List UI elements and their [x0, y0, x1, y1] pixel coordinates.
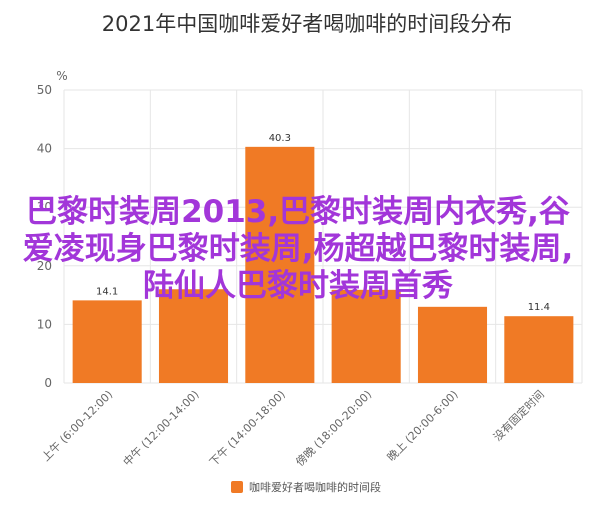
y-tick-label: 50 [37, 83, 52, 97]
bar [504, 316, 574, 383]
bar [245, 146, 315, 383]
bar-data-label: 11.4 [528, 302, 550, 313]
bar [72, 300, 142, 383]
x-tick-label: 没有固定时间 [490, 387, 547, 444]
y-tick-label: 20 [37, 259, 52, 273]
x-tick-label: 上午 (6:00-12:00) [39, 388, 115, 464]
legend-label: 咖啡爱好者喝咖啡的时间段 [249, 480, 381, 494]
x-tick-label: 下午 (14:00-18:00) [207, 388, 288, 469]
y-tick-label: 30 [37, 200, 52, 214]
grid-layer [63, 89, 583, 384]
bar-layer [72, 146, 574, 383]
y-tick-label: 40 [37, 142, 52, 156]
legend-swatch [231, 481, 243, 493]
legend: 咖啡爱好者喝咖啡的时间段 [231, 480, 381, 494]
y-tick-label: 0 [44, 376, 52, 390]
x-tick-label: 中午 (12:00-14:00) [121, 388, 202, 469]
bar [417, 306, 488, 383]
y-axis-unit-label: % [56, 69, 67, 83]
bar [331, 289, 401, 383]
bar-data-label: 40.3 [269, 133, 291, 144]
bar-data-label: 14.1 [96, 286, 118, 297]
chart-title: 2021年中国咖啡爱好者喝咖啡的时间段分布 [101, 12, 513, 36]
y-tick-label: 10 [37, 317, 52, 331]
overlay-watermark-text: 巴黎时装周2013,巴黎时装周内衣秀,谷爱凌现身巴黎时装周,杨超越巴黎时装周,陆… [22, 194, 574, 304]
bar [158, 289, 229, 383]
x-tick-label: 傍晚 (18:00-20:00) [293, 387, 375, 469]
x-tick-label: 晚上 (20:00-6:00) [385, 388, 461, 464]
label-layer: 14.1 40.3 11.4 [96, 133, 550, 313]
